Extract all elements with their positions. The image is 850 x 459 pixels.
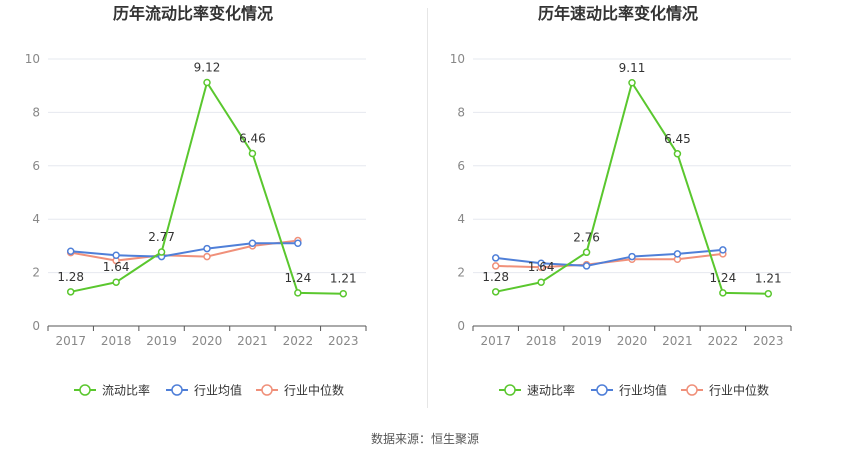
- data-point: [719, 246, 727, 254]
- data-label: 2.76: [573, 230, 600, 244]
- data-point: [628, 252, 636, 261]
- y-tick-label: 10: [450, 52, 465, 66]
- data-point: [112, 278, 120, 286]
- data-point: [248, 149, 257, 158]
- data-point: [537, 259, 545, 268]
- legend-marker-point: [261, 384, 273, 396]
- data-source-note: 数据来源：恒生聚源: [370, 432, 479, 446]
- y-tick-label: 4: [32, 212, 40, 226]
- y-tick-label: 2: [32, 266, 40, 280]
- y-tick-label: 8: [457, 105, 465, 119]
- x-tick-label: 2018: [101, 334, 132, 348]
- data-label: 6.46: [239, 132, 266, 146]
- x-tick-label: 2021: [237, 334, 268, 348]
- data-point: [203, 244, 211, 253]
- data-point: [157, 248, 166, 256]
- data-label: 1.24: [709, 271, 736, 285]
- x-tick-label: 2022: [283, 334, 314, 348]
- y-tick-label: 2: [457, 266, 465, 280]
- data-point: [294, 239, 302, 247]
- data-point: [112, 251, 120, 259]
- data-point: [628, 79, 636, 87]
- data-point: [582, 248, 591, 257]
- legend-marker-point: [79, 384, 91, 396]
- data-label: 9.12: [194, 60, 221, 74]
- data-label: 1.28: [482, 270, 509, 284]
- x-tick-label: 2020: [617, 334, 648, 348]
- data-label: 1.64: [528, 260, 555, 274]
- legend-label: 行业中位数: [284, 383, 344, 398]
- chart-title: 历年速动比率变化情况: [538, 4, 698, 23]
- data-label: 2.77: [148, 230, 175, 244]
- data-point: [719, 289, 727, 297]
- data-point: [673, 250, 682, 258]
- data-label: 1.28: [57, 270, 84, 284]
- x-tick-label: 2022: [708, 334, 739, 348]
- data-point: [491, 288, 500, 296]
- chart-title: 历年流动比率变化情况: [113, 4, 273, 23]
- y-tick-label: 6: [32, 159, 40, 173]
- data-label: 6.45: [664, 132, 691, 146]
- data-point: [248, 239, 257, 247]
- legend-marker-point: [171, 384, 183, 396]
- x-tick-label: 2023: [753, 334, 784, 348]
- data-point: [294, 289, 302, 297]
- current-ratio-chart: 历年流动比率变化情况 0 2 4 6 8 10 2017 2018 2019 2020 2021 202…: [25, 4, 367, 398]
- data-label: 1.21: [330, 272, 357, 286]
- x-tick-label: 2018: [526, 334, 557, 348]
- data-point: [764, 289, 773, 298]
- chart-divider: [427, 8, 428, 408]
- y-tick-label: 8: [32, 105, 40, 119]
- data-label: 1.21: [755, 272, 782, 286]
- y-tick-label: 0: [32, 319, 40, 333]
- series-line: [70, 242, 298, 258]
- x-tick-label: 2023: [328, 334, 359, 348]
- x-tick-label: 2021: [662, 334, 693, 348]
- series-line: [70, 239, 298, 262]
- legend-label: 行业均值: [619, 383, 667, 398]
- legend-marker-point: [504, 384, 516, 396]
- data-point: [673, 150, 682, 158]
- data-point: [537, 278, 545, 286]
- legend-label: 行业均值: [194, 383, 242, 398]
- legend-label: 速动比率: [527, 383, 575, 398]
- legend-marker-point: [596, 384, 608, 396]
- data-point: [66, 288, 75, 296]
- series-line: [495, 248, 723, 267]
- data-label: 1.24: [284, 271, 311, 285]
- data-label: 1.64: [103, 260, 130, 274]
- data-label: 9.11: [619, 61, 646, 75]
- data-point: [491, 262, 500, 270]
- x-tick-label: 2017: [480, 334, 511, 348]
- data-point: [66, 247, 75, 255]
- data-point: [203, 252, 211, 261]
- y-tick-label: 4: [457, 212, 465, 226]
- y-tick-label: 10: [25, 52, 40, 66]
- x-tick-label: 2019: [571, 334, 602, 348]
- data-point: [582, 262, 591, 270]
- x-tick-label: 2020: [192, 334, 223, 348]
- quick-ratio-chart: 历年速动比率变化情况 0 2 4 6 8 10 2017 2018 2019 2020 2021 202…: [450, 4, 792, 398]
- legend-label: 流动比率: [102, 383, 150, 398]
- y-tick-label: 6: [457, 159, 465, 173]
- data-point: [203, 78, 211, 87]
- data-point: [491, 254, 500, 262]
- x-tick-label: 2019: [146, 334, 177, 348]
- legend-label: 行业中位数: [709, 383, 769, 398]
- x-tick-label: 2017: [55, 334, 86, 348]
- y-tick-label: 0: [457, 319, 465, 333]
- data-point: [339, 289, 348, 298]
- legend-marker-point: [686, 384, 698, 396]
